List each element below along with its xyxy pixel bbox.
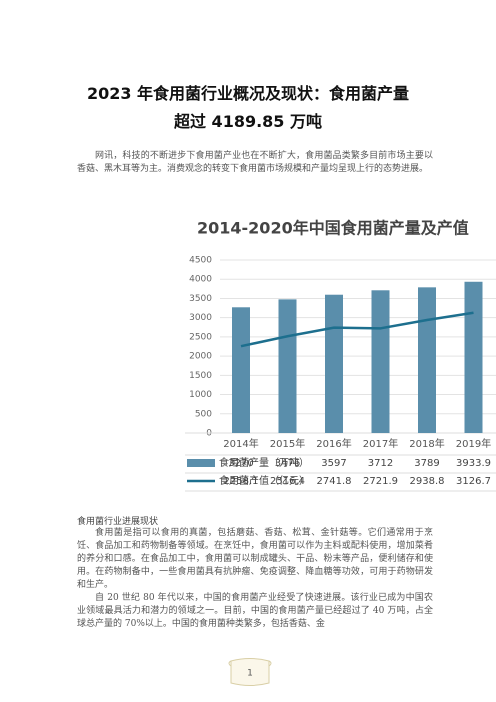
legend-swatch [187, 459, 215, 467]
table-value: 2741.8 [317, 476, 352, 487]
x-tick-label: 2017年 [363, 437, 398, 450]
table-value: 3476 [275, 458, 300, 469]
table-value: 3933.9 [456, 458, 491, 469]
table-value: 3712 [368, 458, 393, 469]
y-tick-label: 1000 [189, 390, 212, 400]
x-tick-label: 2016年 [316, 437, 351, 450]
y-tick-label: 2000 [189, 352, 212, 362]
table-value: 2721.9 [363, 476, 398, 487]
y-tick-label: 500 [195, 409, 212, 419]
table-value: 3789 [414, 458, 439, 469]
page-badge: 1 [228, 658, 272, 686]
section-heading: 食用菌行业进展现状 [77, 517, 159, 527]
table-value: 3597 [321, 458, 346, 469]
x-tick-label: 2019年 [456, 437, 491, 450]
table-value: 2258.1 [224, 476, 259, 487]
table-value: 2516.4 [270, 476, 305, 487]
y-tick-label: 4500 [189, 256, 212, 266]
chart: 2014-2020年中国食用菌产量及产值 0500100015002000250… [185, 219, 496, 492]
title-line: 2023 年食用菌行业概况及现状：食用菌产量 [86, 84, 410, 103]
intro: 网讯，科技的不断进步下食用菌产业也在不断扩大，食用菌品类繁多目前市场主要以香菇、… [77, 151, 433, 174]
x-tick-label: 2014年 [223, 437, 258, 450]
y-tick-label: 3000 [189, 313, 212, 323]
bar [464, 281, 483, 433]
legend-label: 食用菌产值（亿元） [219, 474, 309, 487]
paragraph: 食用菌是指可以食用的真菌，包括蘑菇、香菇、松茸、金针菇等。它们通常用于烹饪、食品… [77, 528, 433, 590]
bar [371, 290, 390, 433]
table-value: 3270 [228, 458, 253, 469]
y-tick-label: 4000 [189, 275, 212, 285]
bar [325, 294, 343, 433]
x-tick-label: 2018年 [409, 437, 444, 450]
table-value: 3126.7 [456, 476, 491, 487]
line [240, 311, 474, 348]
legend-label: 食用菌产量（万吨） [219, 456, 309, 469]
paragraph: 自 20 世纪 80 年代以来，中国的食用菌产业经受了快速进展。该行业已成为中国… [77, 593, 433, 629]
table-value: 2938.8 [410, 476, 445, 487]
page-number: 1 [247, 669, 253, 679]
bar [418, 287, 436, 433]
y-tick-label: 2500 [189, 332, 212, 342]
bar [232, 307, 250, 433]
y-tick-label: 1500 [189, 371, 212, 381]
title-line: 超过 4189.85 万吨 [173, 112, 323, 131]
y-tick-label: 3500 [189, 294, 212, 304]
bar [278, 299, 297, 433]
chart-title: 2014-2020年中国食用菌产量及产值 [197, 219, 469, 238]
x-tick-label: 2015年 [270, 437, 305, 450]
